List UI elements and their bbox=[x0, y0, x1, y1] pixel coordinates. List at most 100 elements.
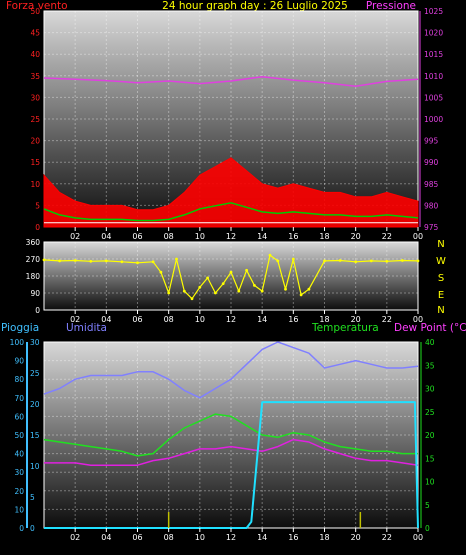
wind-speed-axis: 0 5 10 15 20 25 30 35 40 45 50 bbox=[30, 7, 40, 232]
direction-point bbox=[214, 291, 217, 295]
pressure-axis: 975 980 985 990 995 1000 1005 1010 1015 1020 1025 bbox=[419, 7, 443, 232]
y-tick-label: 5 bbox=[425, 501, 430, 510]
direction-point bbox=[416, 259, 420, 263]
x-tick-label: 00 bbox=[413, 232, 423, 241]
direction-point bbox=[276, 259, 280, 263]
x-tick-label: 16 bbox=[288, 232, 298, 241]
dewpoint-line bbox=[44, 438, 419, 466]
y-tick-label: 60 bbox=[14, 412, 24, 421]
y-tick-label: 0 bbox=[425, 524, 430, 533]
y-tick-label: 0 bbox=[19, 524, 24, 533]
direction-point bbox=[338, 259, 342, 262]
direction-point bbox=[237, 289, 241, 293]
y-tick-label: 15 bbox=[30, 158, 40, 167]
y-tick-label: 80 bbox=[14, 375, 24, 384]
x-tick-label: 22 bbox=[382, 232, 392, 241]
direction-point bbox=[401, 259, 404, 262]
x-tick-label: 02 bbox=[70, 533, 80, 542]
x-tick-label: 12 bbox=[226, 315, 236, 324]
x-tick-label: 10 bbox=[195, 232, 205, 241]
direction-point bbox=[260, 289, 264, 293]
y-tick-label: 10 bbox=[30, 180, 40, 189]
y-tick-label: 20 bbox=[30, 137, 40, 146]
y-tick-label: 90 bbox=[30, 289, 40, 298]
y-tick-label: 50 bbox=[14, 431, 24, 440]
wind-gust-area bbox=[43, 157, 419, 228]
x-tick-label: 06 bbox=[132, 533, 142, 542]
y-tick-label: 20 bbox=[30, 400, 40, 409]
y-tick-label: 20 bbox=[14, 487, 24, 496]
direction-point bbox=[229, 270, 233, 274]
y-tick-label: 360 bbox=[26, 238, 41, 247]
x-tick-label: 04 bbox=[101, 315, 111, 324]
direction-point bbox=[354, 260, 358, 264]
y-tick-label: 35 bbox=[425, 361, 435, 370]
x-tick-label: 10 bbox=[195, 315, 205, 324]
compass-letter: N bbox=[437, 239, 444, 250]
direction-grid bbox=[44, 242, 418, 310]
x-tick-label: 08 bbox=[164, 533, 174, 542]
direction-point bbox=[73, 259, 77, 262]
x-tick-label: 08 bbox=[164, 232, 174, 241]
pressure-axis-title: Pressione bbox=[366, 0, 416, 12]
y-tick-label: 90 bbox=[14, 357, 24, 366]
y-tick-label: 100 bbox=[10, 338, 25, 347]
y-tick-label: 30 bbox=[30, 93, 40, 102]
direction-axis: 0 90 180 270 360 bbox=[26, 238, 41, 315]
dewpoint-label: Dew Point (°C) bbox=[394, 322, 466, 334]
x-tick-label: 16 bbox=[288, 533, 298, 542]
temp-humidity-rain-chart: Pioggia Umidita Temperatura Dew Point (°… bbox=[1, 322, 466, 542]
x-tick-label: 00 bbox=[413, 533, 423, 542]
x-tick-label: 14 bbox=[257, 315, 267, 324]
y-tick-label: 40 bbox=[425, 338, 435, 347]
x-tick-label: 04 bbox=[101, 232, 111, 241]
compass-letter: E bbox=[438, 290, 444, 301]
x-tick-label: 08 bbox=[164, 315, 174, 324]
x-tick-label: 20 bbox=[351, 315, 361, 324]
direction-point bbox=[159, 270, 163, 274]
x-tick-label: 16 bbox=[288, 315, 298, 324]
y-tick-label: 30 bbox=[30, 338, 40, 347]
x-tick-label: 00 bbox=[413, 315, 423, 324]
pressure-line bbox=[43, 75, 419, 87]
direction-point bbox=[58, 259, 61, 263]
direction-point bbox=[136, 261, 139, 265]
temperature-axis: 0 5 10 15 20 25 30 35 40 bbox=[420, 338, 435, 533]
y-tick-label: 70 bbox=[14, 394, 24, 403]
temp-series bbox=[43, 341, 419, 529]
y-tick-label: 40 bbox=[30, 50, 40, 59]
y-tick-label: 1020 bbox=[424, 29, 443, 38]
y-tick-label: 990 bbox=[424, 158, 439, 167]
x-tick-label: 12 bbox=[226, 232, 236, 241]
wind-series bbox=[43, 157, 419, 228]
rain-axis: 0 5 10 15 20 25 30 bbox=[30, 338, 40, 533]
y-tick-label: 5 bbox=[30, 493, 35, 502]
direction-point bbox=[369, 259, 373, 263]
humidity-line bbox=[43, 341, 419, 399]
y-tick-label: 1005 bbox=[424, 93, 443, 102]
direction-point bbox=[206, 276, 210, 280]
x-tick-label: 02 bbox=[70, 232, 80, 241]
direction-point bbox=[284, 287, 287, 291]
compass-letter: W bbox=[436, 256, 446, 267]
y-tick-label: 985 bbox=[424, 180, 439, 189]
y-tick-label: 30 bbox=[425, 385, 435, 394]
y-tick-label: 995 bbox=[424, 137, 439, 146]
wind-axis-title: Forza vento bbox=[6, 0, 68, 12]
x-tick-label: 10 bbox=[195, 533, 205, 542]
y-tick-label: 20 bbox=[425, 431, 435, 440]
direction-plot-area bbox=[43, 241, 419, 311]
y-tick-label: 0 bbox=[35, 306, 40, 315]
x-tick-label: 18 bbox=[319, 315, 329, 324]
x-tick-label: 20 bbox=[351, 533, 361, 542]
y-tick-label: 10 bbox=[14, 505, 24, 514]
y-tick-label: 980 bbox=[424, 201, 439, 210]
direction-point bbox=[167, 291, 171, 295]
direction-point bbox=[253, 284, 256, 287]
x-tick-label: 06 bbox=[132, 232, 142, 241]
direction-point bbox=[104, 259, 108, 263]
y-tick-label: 25 bbox=[425, 408, 435, 417]
